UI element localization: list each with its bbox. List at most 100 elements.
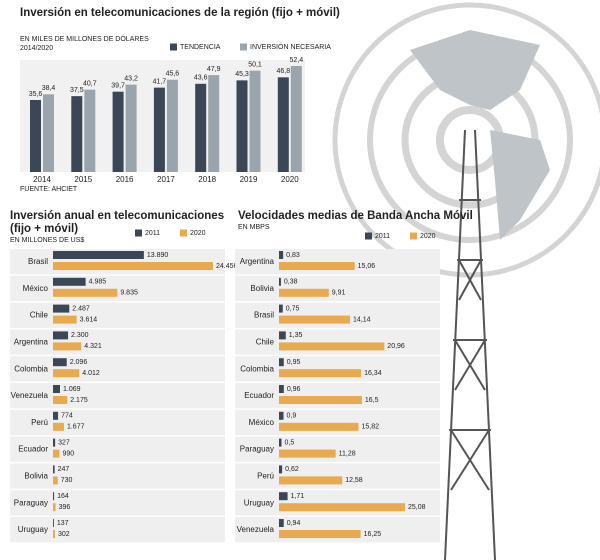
- value-label: 0,95: [287, 359, 301, 366]
- value-label: 2.175: [70, 397, 88, 404]
- row-background: [10, 463, 225, 489]
- value-label: 2.096: [70, 359, 88, 366]
- value-label: 0,9: [287, 413, 297, 420]
- value-label: 2.300: [71, 332, 89, 339]
- bar: [53, 342, 82, 351]
- bar: [290, 66, 302, 172]
- bar: [236, 80, 248, 172]
- value-label: 302: [58, 531, 70, 538]
- value-label: 0,75: [286, 305, 300, 312]
- category-label: México: [23, 284, 49, 293]
- value-label: 13.890: [147, 252, 169, 259]
- category-label: Colombia: [240, 364, 274, 373]
- row-background: [235, 329, 440, 355]
- value-label: 396: [59, 504, 71, 511]
- category-label: Chile: [256, 338, 275, 347]
- value-label: 1,71: [291, 493, 305, 500]
- bar: [30, 99, 41, 172]
- legend-label: 2011: [145, 230, 160, 237]
- bar: [153, 87, 165, 172]
- bar: [279, 262, 355, 270]
- bar: [277, 77, 289, 172]
- tower-illustration: [332, 2, 600, 560]
- value-label: 3.614: [80, 316, 98, 323]
- bar: [279, 519, 284, 527]
- row-background: [235, 463, 440, 489]
- legend-label: 2020: [420, 233, 436, 240]
- value-label: 50,1: [248, 61, 262, 68]
- value-label: 11,28: [339, 450, 356, 457]
- legend-swatch: [240, 43, 247, 51]
- bar: [125, 84, 137, 172]
- row-background: [10, 302, 225, 328]
- category-label: Paraguay: [240, 445, 274, 454]
- value-label: 0,62: [285, 466, 299, 473]
- value-label: 327: [58, 439, 70, 446]
- value-label: 20,96: [387, 343, 405, 350]
- category-label: Venezuela: [237, 525, 275, 534]
- category-label: Paraguay: [14, 498, 48, 507]
- x-tick-label: 2017: [157, 175, 175, 184]
- bar: [208, 75, 220, 172]
- row-background: [10, 356, 225, 382]
- value-label: 43,6: [194, 75, 208, 82]
- value-label: 0,94: [287, 520, 301, 527]
- value-label: 43,2: [124, 75, 138, 82]
- bar: [53, 315, 77, 324]
- chart-subtitle: 2014/2020: [20, 45, 53, 52]
- bar: [53, 385, 60, 393]
- bar: [53, 422, 64, 431]
- bar: [279, 251, 284, 259]
- row-background: [235, 436, 440, 462]
- row-background: [10, 329, 225, 355]
- bar: [53, 492, 55, 501]
- value-label: 16,25: [364, 531, 382, 538]
- bar: [279, 304, 283, 313]
- category-label: Chile: [30, 311, 49, 320]
- category-label: Colombia: [14, 364, 48, 373]
- bar: [53, 449, 60, 458]
- bar: [84, 89, 96, 172]
- row-background: [235, 383, 440, 409]
- bar: [279, 277, 281, 286]
- x-tick-label: 2019: [240, 175, 258, 184]
- bar: [53, 288, 118, 297]
- row-background: [10, 436, 225, 462]
- bar: [279, 422, 359, 431]
- value-label: 16,34: [364, 370, 382, 377]
- value-label: 47,9: [207, 66, 221, 73]
- x-tick-label: 2015: [74, 175, 92, 184]
- bar: [279, 385, 284, 393]
- row-background: [235, 409, 440, 436]
- bar: [249, 70, 261, 172]
- value-label: 16,5: [365, 397, 379, 404]
- chart-subtitle: EN MILES DE MILLONES DE DÓLARES: [20, 34, 149, 43]
- value-label: 2.487: [72, 305, 90, 312]
- value-label: 25,08: [408, 504, 426, 511]
- row-background: [10, 275, 225, 302]
- bar: [279, 315, 351, 324]
- x-tick-label: 2020: [281, 175, 299, 184]
- value-label: 15,82: [361, 424, 379, 431]
- category-label: Argentina: [14, 338, 49, 347]
- legend-swatch: [410, 232, 417, 240]
- category-label: Argentina: [240, 257, 275, 266]
- bar: [279, 438, 282, 447]
- bar: [279, 369, 362, 378]
- value-label: 45,3: [235, 71, 249, 78]
- value-label: 1.677: [67, 424, 85, 431]
- value-label: 12,58: [345, 477, 363, 484]
- chart-title: Inversión anual en telecomunicaciones: [10, 210, 224, 222]
- row-background: [10, 409, 225, 436]
- bar: [112, 91, 124, 172]
- chart-subtitle: EN MILLONES DE US$: [10, 237, 84, 244]
- value-label: 990: [62, 450, 74, 457]
- bar: [279, 503, 405, 512]
- bar: [53, 465, 55, 474]
- source: FUENTE: AHCIET: [20, 186, 78, 193]
- value-label: 730: [61, 477, 73, 484]
- legend-label: 2020: [190, 230, 206, 237]
- value-label: 4.012: [82, 370, 100, 377]
- row-background: [10, 517, 225, 543]
